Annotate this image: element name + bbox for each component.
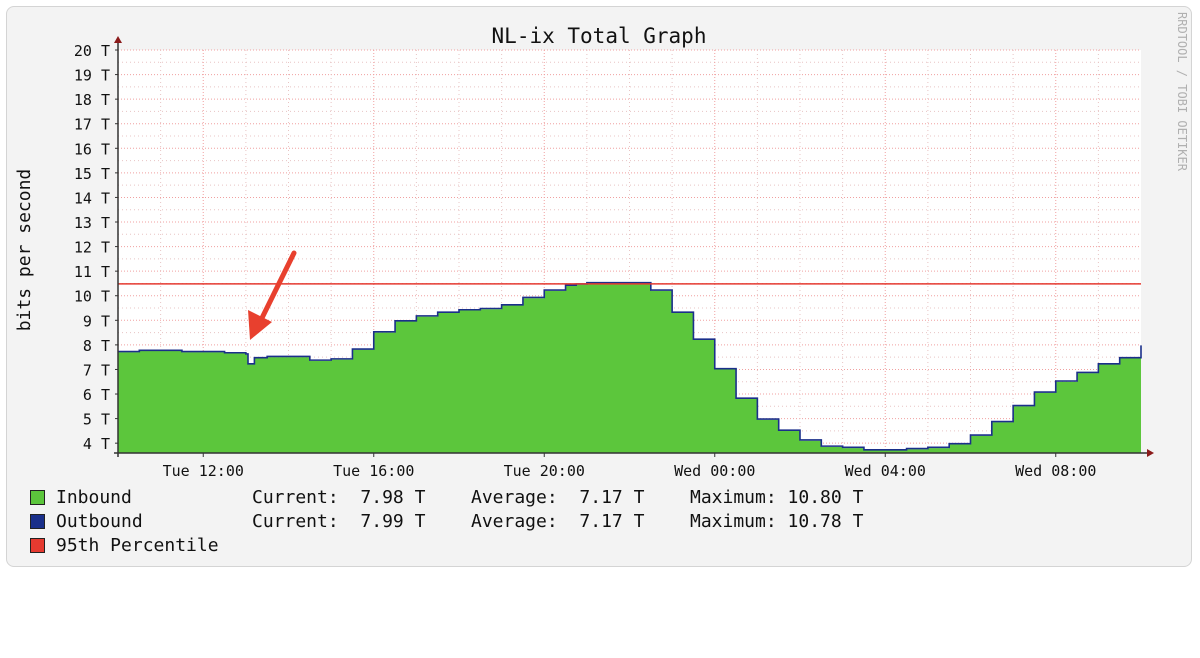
y-tick-label: 12 T: [74, 239, 110, 257]
legend-row-inbound: Inbound Current: 7.98 T Average: 7.17 T …: [30, 487, 930, 511]
maximum-label: Maximum:: [690, 511, 777, 532]
y-axis-arrow: [114, 36, 122, 43]
y-tick-label: 20 T: [74, 42, 110, 60]
traffic-chart: NL-ix Total Graph RRDTOOL / TOBI OETIKER…: [14, 12, 1189, 480]
inbound-maximum: 10.80 T: [787, 487, 864, 508]
y-tick-label: 9 T: [83, 312, 110, 330]
maximum-label: Maximum:: [690, 487, 777, 508]
y-tick-label: 4 T: [83, 435, 110, 453]
inbound-area: [118, 283, 1141, 453]
y-tick-label: 14 T: [74, 189, 110, 207]
average-label: Average:: [471, 487, 558, 508]
y-tick-label: 7 T: [83, 361, 110, 379]
y-tick-label: 8 T: [83, 337, 110, 355]
outbound-average: 7.17 T: [579, 511, 645, 532]
inbound-current: 7.98 T: [360, 487, 426, 508]
x-tick-label: Tue 16:00: [333, 462, 414, 480]
legend-label-inbound: Inbound: [56, 487, 132, 508]
legend-swatch-inbound: [30, 490, 45, 505]
y-axis-label: bits per second: [14, 169, 35, 332]
chart-title: NL-ix Total Graph: [492, 24, 707, 48]
legend-label-outbound: Outbound: [56, 511, 143, 532]
x-tick-label: Tue 20:00: [504, 462, 585, 480]
annotation-arrow-shaft: [257, 250, 297, 325]
inbound-average: 7.17 T: [579, 487, 645, 508]
current-label: Current:: [252, 511, 339, 532]
y-tick-label: 18 T: [74, 91, 110, 109]
y-tick-label: 6 T: [83, 386, 110, 404]
legend-swatch-percentile: [30, 538, 45, 553]
legend-swatch-outbound: [30, 514, 45, 529]
outbound-current: 7.99 T: [360, 511, 426, 532]
y-tick-label: 13 T: [74, 214, 110, 232]
x-tick-label: Wed 04:00: [845, 462, 926, 480]
outbound-line: [118, 281, 1142, 451]
y-tick-label: 15 T: [74, 165, 110, 183]
outbound-maximum: 10.78 T: [787, 511, 864, 532]
legend-row-outbound: Outbound Current: 7.99 T Average: 7.17 T…: [30, 511, 930, 535]
x-tick-label: Wed 08:00: [1015, 462, 1096, 480]
x-tick-label: Wed 00:00: [674, 462, 755, 480]
x-axis-arrow: [1147, 449, 1154, 457]
y-tick-label: 5 T: [83, 411, 110, 429]
legend-row-percentile: 95th Percentile: [30, 535, 930, 559]
y-tick-label: 11 T: [74, 263, 110, 281]
x-tick-label: Tue 12:00: [163, 462, 244, 480]
y-tick-label: 19 T: [74, 67, 110, 85]
current-label: Current:: [252, 487, 339, 508]
watermark: RRDTOOL / TOBI OETIKER: [1175, 12, 1189, 172]
y-tick-label: 10 T: [74, 288, 110, 306]
y-tick-label: 16 T: [74, 140, 110, 158]
legend-label-percentile: 95th Percentile: [56, 535, 219, 556]
annotation-arrow-head: [248, 309, 273, 340]
average-label: Average:: [471, 511, 558, 532]
y-tick-label: 17 T: [74, 116, 110, 134]
